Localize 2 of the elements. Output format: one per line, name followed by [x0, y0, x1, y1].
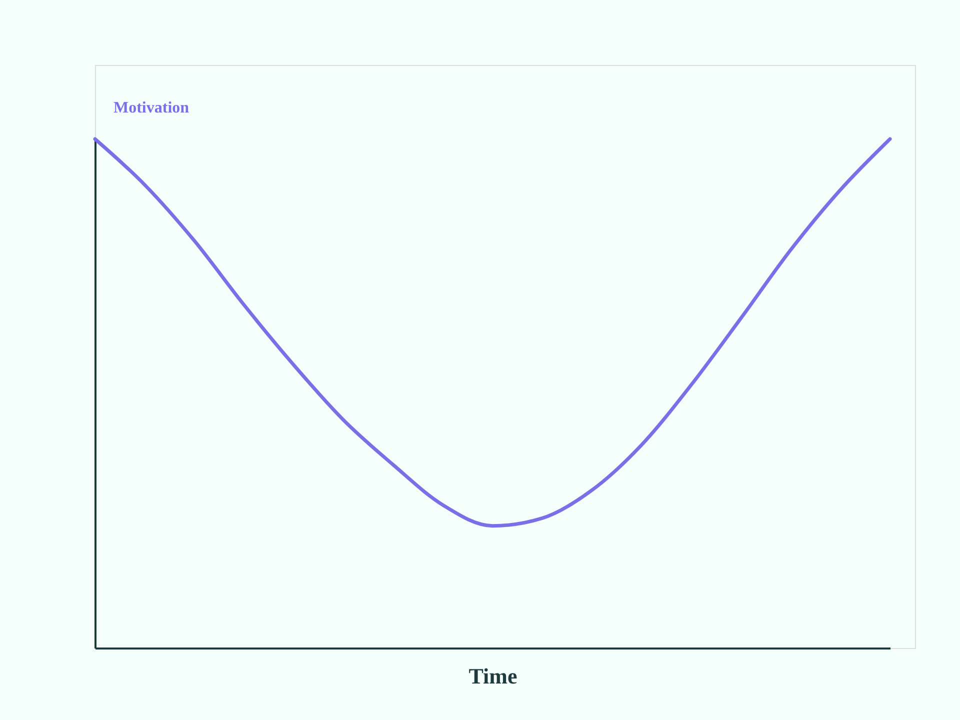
y-axis-title: Motivation: [114, 100, 190, 116]
x-axis-title: Time: [468, 664, 518, 688]
